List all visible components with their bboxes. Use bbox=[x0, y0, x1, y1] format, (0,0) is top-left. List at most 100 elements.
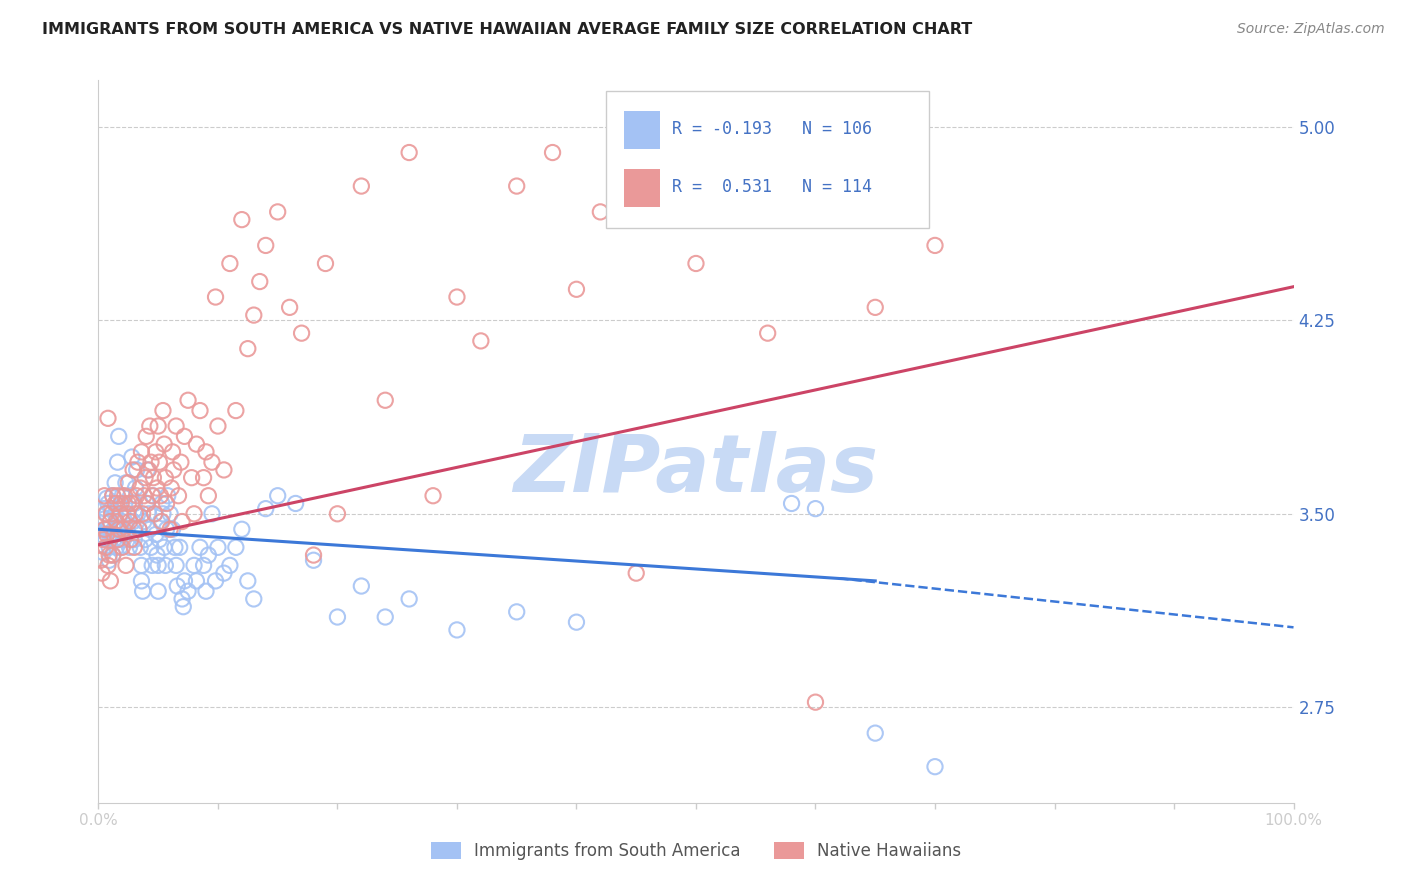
Point bbox=[105, 541, 128, 555]
Point bbox=[565, 282, 588, 296]
Point bbox=[131, 507, 153, 521]
Point bbox=[142, 470, 165, 484]
Point bbox=[302, 548, 325, 562]
Text: ZIPatlas: ZIPatlas bbox=[513, 432, 879, 509]
Point bbox=[98, 541, 121, 555]
Point bbox=[105, 496, 128, 510]
Point bbox=[125, 463, 148, 477]
Point bbox=[148, 455, 170, 469]
Point bbox=[122, 515, 145, 529]
Point bbox=[112, 533, 135, 547]
Point bbox=[155, 496, 177, 510]
Point bbox=[139, 522, 162, 536]
Point bbox=[138, 463, 160, 477]
Point bbox=[173, 429, 195, 443]
Point bbox=[195, 445, 218, 459]
Point bbox=[506, 605, 529, 619]
Point bbox=[169, 541, 191, 555]
Point bbox=[115, 475, 138, 490]
Point bbox=[183, 507, 205, 521]
Point bbox=[104, 475, 127, 490]
Point bbox=[134, 533, 156, 547]
Point bbox=[97, 558, 120, 573]
Point bbox=[127, 507, 149, 521]
Point bbox=[149, 489, 172, 503]
Point bbox=[146, 548, 169, 562]
Point bbox=[136, 496, 159, 510]
Point bbox=[96, 527, 118, 541]
Point bbox=[98, 515, 122, 529]
Point bbox=[98, 533, 122, 547]
Point bbox=[124, 541, 146, 555]
Point bbox=[115, 558, 138, 573]
Point bbox=[121, 450, 143, 464]
Point bbox=[107, 522, 129, 536]
Point bbox=[108, 507, 131, 521]
Point bbox=[141, 489, 163, 503]
Point bbox=[284, 496, 307, 510]
Point bbox=[470, 334, 492, 348]
Point bbox=[114, 489, 136, 503]
Point bbox=[186, 437, 208, 451]
Point bbox=[186, 574, 208, 588]
Point bbox=[162, 445, 184, 459]
Point bbox=[148, 584, 170, 599]
Point bbox=[93, 522, 115, 536]
Point bbox=[124, 533, 146, 547]
Point bbox=[446, 290, 468, 304]
Point bbox=[91, 538, 114, 552]
Point bbox=[141, 558, 163, 573]
Point bbox=[110, 496, 132, 510]
Point bbox=[107, 522, 129, 536]
Point bbox=[115, 522, 138, 536]
Point bbox=[94, 533, 117, 547]
Point bbox=[212, 566, 235, 581]
Point bbox=[159, 522, 181, 536]
Point bbox=[302, 553, 325, 567]
Point bbox=[149, 515, 172, 529]
Point bbox=[98, 553, 121, 567]
Point bbox=[506, 179, 529, 194]
Point bbox=[155, 558, 177, 573]
Point bbox=[374, 610, 396, 624]
Point bbox=[589, 205, 612, 219]
Point bbox=[249, 275, 271, 289]
Point bbox=[111, 541, 134, 555]
Point bbox=[398, 145, 420, 160]
Point bbox=[139, 419, 162, 434]
Point bbox=[131, 445, 153, 459]
Point bbox=[131, 584, 153, 599]
Point bbox=[236, 574, 259, 588]
Point bbox=[172, 591, 194, 606]
Text: R = -0.193   N = 106: R = -0.193 N = 106 bbox=[672, 120, 872, 138]
Point bbox=[326, 507, 349, 521]
Point bbox=[155, 470, 177, 484]
Point bbox=[107, 429, 129, 443]
Point bbox=[93, 489, 115, 503]
Point bbox=[350, 579, 373, 593]
Point bbox=[100, 527, 122, 541]
Point bbox=[93, 512, 115, 526]
Point bbox=[90, 527, 112, 541]
Point bbox=[93, 501, 115, 516]
Point bbox=[183, 558, 205, 573]
Point bbox=[626, 566, 648, 581]
Point bbox=[125, 489, 148, 503]
Point bbox=[204, 290, 226, 304]
Point bbox=[160, 481, 183, 495]
Point bbox=[162, 522, 184, 536]
Point bbox=[124, 496, 146, 510]
Point bbox=[139, 455, 162, 469]
Point bbox=[98, 574, 122, 588]
Point bbox=[107, 533, 129, 547]
Point bbox=[188, 403, 211, 417]
Point bbox=[212, 463, 235, 477]
Point bbox=[94, 541, 117, 555]
Point bbox=[804, 695, 827, 709]
Legend: Immigrants from South America, Native Hawaiians: Immigrants from South America, Native Ha… bbox=[425, 835, 967, 867]
Point bbox=[243, 591, 266, 606]
Point bbox=[94, 522, 117, 536]
Point bbox=[374, 393, 396, 408]
Point bbox=[91, 533, 114, 547]
Point bbox=[159, 507, 181, 521]
